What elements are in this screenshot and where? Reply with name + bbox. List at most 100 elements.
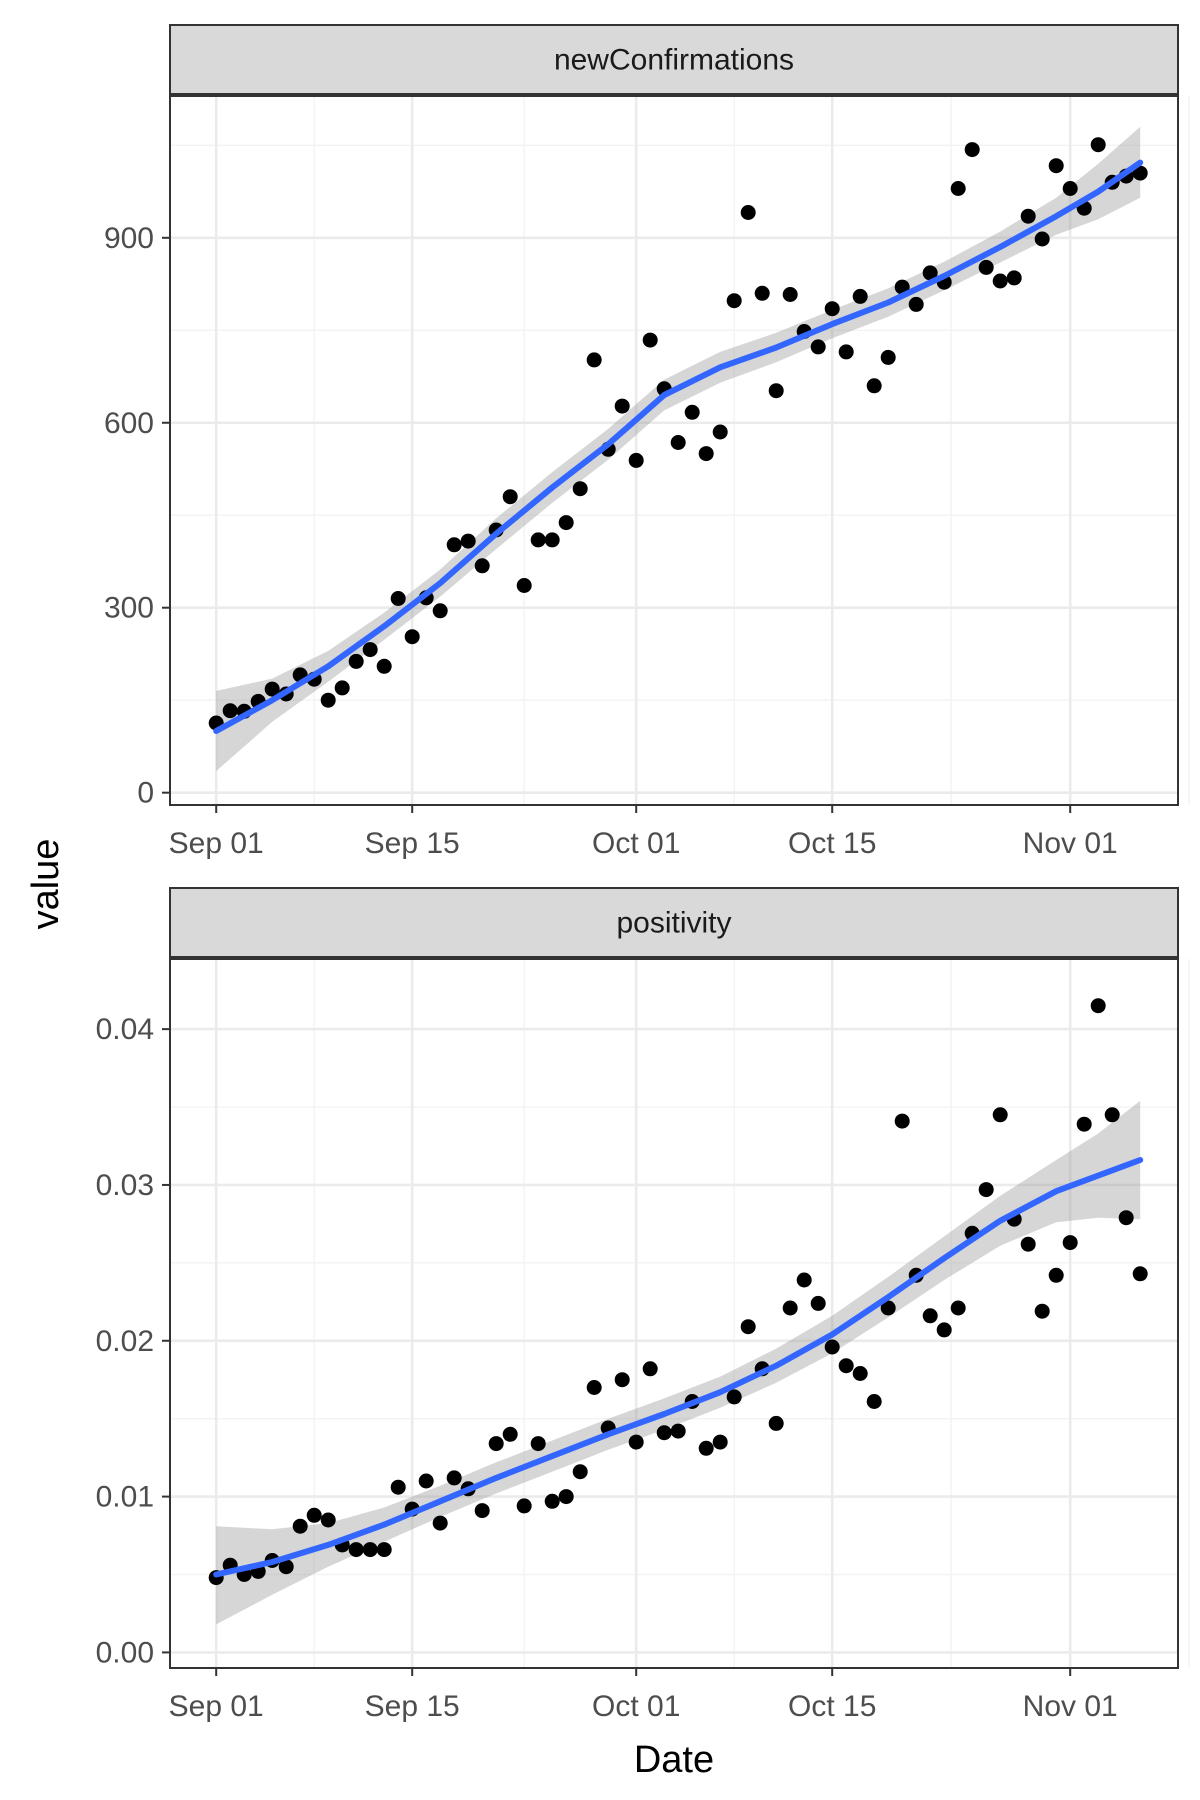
facet-strip-label: newConfirmations bbox=[554, 44, 794, 77]
x-tick-label: Sep 01 bbox=[169, 1690, 264, 1723]
data-point bbox=[810, 1295, 826, 1311]
data-point bbox=[1020, 1236, 1036, 1252]
y-tick-label: 0.03 bbox=[96, 1169, 154, 1202]
trend-line bbox=[213, 1157, 1144, 1578]
data-point bbox=[670, 435, 686, 450]
data-point bbox=[348, 653, 364, 669]
data-point bbox=[1132, 1266, 1148, 1282]
data-point bbox=[1104, 1107, 1120, 1123]
data-point bbox=[684, 404, 700, 420]
facet-strip bbox=[169, 24, 1179, 95]
data-point bbox=[432, 1515, 448, 1531]
data-point bbox=[558, 1489, 574, 1505]
data-point bbox=[1048, 158, 1064, 174]
panel-border bbox=[169, 95, 1179, 806]
data-point bbox=[572, 481, 588, 497]
data-point bbox=[712, 424, 728, 440]
data-point bbox=[432, 603, 448, 619]
data-point bbox=[586, 1380, 602, 1395]
data-point bbox=[670, 1423, 686, 1439]
data-point bbox=[782, 287, 798, 302]
data-point bbox=[572, 1464, 588, 1480]
x-axis-title: Date bbox=[634, 1739, 714, 1781]
data-point bbox=[726, 293, 742, 309]
data-point bbox=[838, 1358, 854, 1374]
data-point bbox=[1062, 1235, 1078, 1251]
data-point bbox=[852, 1366, 868, 1381]
x-tick-label: Oct 01 bbox=[592, 1690, 680, 1723]
data-point bbox=[768, 383, 784, 399]
data-point bbox=[222, 703, 238, 719]
data-point bbox=[810, 339, 826, 355]
data-point bbox=[782, 1300, 798, 1316]
data-point bbox=[558, 515, 574, 531]
data-point bbox=[880, 349, 896, 365]
data-point bbox=[908, 296, 924, 312]
data-point bbox=[446, 1470, 462, 1486]
data-point bbox=[278, 1559, 294, 1575]
data-point bbox=[656, 1425, 672, 1441]
data-point bbox=[1118, 1210, 1134, 1226]
data-point bbox=[852, 288, 868, 304]
data-point bbox=[768, 1415, 784, 1431]
trend-line bbox=[213, 159, 1144, 734]
panel-border bbox=[169, 958, 1179, 1669]
data-point bbox=[866, 1394, 882, 1409]
data-point bbox=[530, 532, 546, 548]
y-tick-label: 0.01 bbox=[96, 1481, 154, 1514]
data-point bbox=[1132, 165, 1148, 181]
data-point bbox=[474, 558, 490, 574]
data-point bbox=[838, 344, 854, 360]
data-point bbox=[1034, 1303, 1050, 1319]
y-tick-label: 0.00 bbox=[96, 1636, 154, 1669]
data-point bbox=[698, 1440, 714, 1456]
data-point bbox=[502, 489, 518, 505]
data-point bbox=[1062, 181, 1078, 196]
data-point bbox=[306, 1507, 322, 1523]
data-point bbox=[446, 537, 462, 553]
data-point bbox=[1090, 998, 1106, 1014]
data-point bbox=[334, 680, 350, 696]
data-point bbox=[824, 301, 840, 317]
data-point bbox=[1034, 231, 1050, 247]
data-point bbox=[992, 1107, 1008, 1123]
x-tick-label: Nov 01 bbox=[1023, 1690, 1118, 1723]
data-point bbox=[404, 629, 420, 645]
data-point bbox=[376, 658, 392, 674]
y-tick-label: 0 bbox=[137, 777, 154, 810]
data-point bbox=[460, 533, 476, 549]
data-point bbox=[502, 1426, 518, 1442]
data-point bbox=[292, 1518, 308, 1534]
x-tick-label: Sep 15 bbox=[365, 827, 460, 860]
x-tick-label: Nov 01 bbox=[1023, 827, 1118, 860]
data-point bbox=[516, 578, 532, 593]
data-point bbox=[614, 398, 630, 414]
y-tick-label: 900 bbox=[104, 222, 154, 255]
data-point bbox=[922, 1308, 938, 1324]
data-point bbox=[348, 1542, 364, 1558]
y-tick-label: 0.04 bbox=[96, 1013, 154, 1046]
y-axis-title: value bbox=[25, 839, 67, 930]
data-point bbox=[824, 1339, 840, 1355]
data-point bbox=[1048, 1267, 1064, 1283]
data-point bbox=[740, 1319, 756, 1335]
data-point bbox=[390, 1479, 406, 1495]
data-point bbox=[894, 1113, 910, 1129]
data-point bbox=[992, 273, 1008, 289]
data-point bbox=[488, 1436, 504, 1452]
data-point bbox=[1020, 208, 1036, 224]
confidence-band bbox=[216, 1100, 1141, 1625]
data-point bbox=[362, 1542, 378, 1558]
data-point bbox=[866, 378, 882, 394]
y-tick-label: 0.02 bbox=[96, 1325, 154, 1358]
data-point bbox=[544, 1493, 560, 1509]
data-point bbox=[978, 259, 994, 275]
data-point bbox=[586, 352, 602, 368]
data-point bbox=[964, 142, 980, 158]
data-point bbox=[1006, 270, 1022, 286]
data-point bbox=[978, 1182, 994, 1198]
data-point bbox=[264, 681, 280, 697]
data-point bbox=[376, 1542, 392, 1558]
data-point bbox=[418, 1473, 434, 1489]
x-tick-label: Sep 15 bbox=[365, 1690, 460, 1723]
